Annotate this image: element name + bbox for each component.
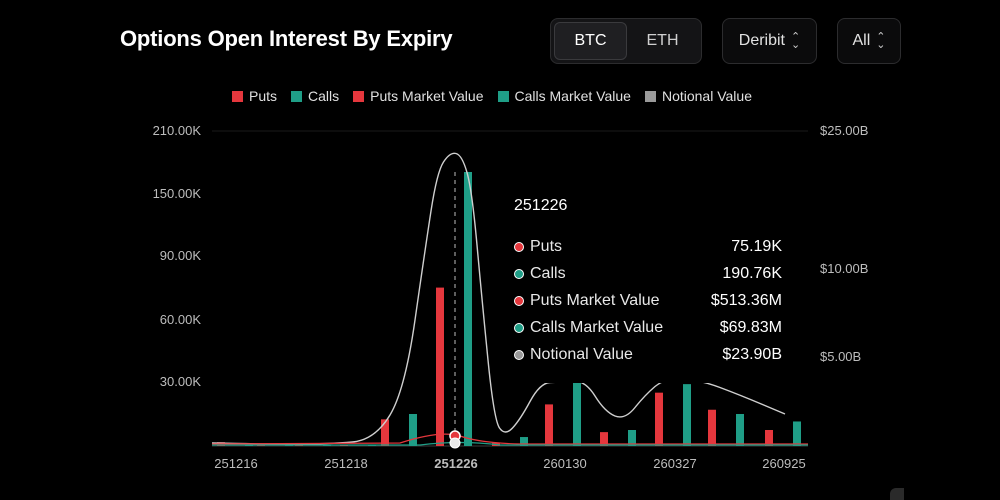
y-left-tick-label: 30.00K xyxy=(160,374,202,389)
calls-bar xyxy=(793,421,801,446)
puts-bar xyxy=(600,432,608,446)
y-right-tick-label: $10.00B xyxy=(820,261,868,276)
chart-tooltip: 251226 Puts 75.19K Calls 190.76K Puts Ma… xyxy=(500,183,796,383)
tooltip-row-puts: Puts 75.19K xyxy=(514,233,782,260)
legend-swatch-puts xyxy=(232,90,243,102)
tooltip-row-calls: Calls 190.76K xyxy=(514,260,782,287)
asset-segmented-control: BTC ETH xyxy=(550,18,702,64)
legend-swatch-puts-market-value xyxy=(353,90,365,102)
legend-item-notional-value[interactable]: Notional Value xyxy=(644,88,752,104)
tooltip-label: Calls Market Value xyxy=(530,318,664,336)
calls-bar xyxy=(464,172,472,446)
x-tick-label: 260130 xyxy=(543,456,586,471)
hover-point-notional xyxy=(449,437,461,449)
legend-label: Notional Value xyxy=(661,88,752,104)
legend-label: Calls Market Value xyxy=(514,88,631,104)
calls-bar xyxy=(736,414,744,446)
x-tick-label: 260925 xyxy=(762,456,805,471)
tooltip-value: $513.36M xyxy=(710,291,782,309)
legend-label: Puts xyxy=(249,88,278,104)
y-right-tick-label: $5.00B xyxy=(820,349,861,364)
legend-item-calls[interactable]: Calls xyxy=(291,88,339,104)
tooltip-value: $69.83M xyxy=(719,318,782,336)
puts-bar xyxy=(381,419,389,446)
legend-item-puts-market-value[interactable]: Puts Market Value xyxy=(353,88,484,104)
puts-bar xyxy=(436,287,444,446)
y-left-tick-label: 210.00K xyxy=(153,123,202,138)
calls-bar xyxy=(409,414,417,446)
puts-bar xyxy=(295,445,303,446)
tab-eth[interactable]: ETH xyxy=(646,32,679,49)
expiry-filter-select[interactable]: All ⌃ ⌄ xyxy=(837,18,901,64)
tooltip-value: 75.19K xyxy=(731,237,782,255)
puts-market-value-dot-icon xyxy=(514,295,524,306)
tooltip-row-calls-market-value: Calls Market Value $69.83M xyxy=(514,314,782,341)
y-right-tick-label: $25.00B xyxy=(820,123,868,138)
tooltip-row-notional-value: Notional Value $23.90B xyxy=(514,341,782,368)
resize-handle[interactable] xyxy=(890,488,904,500)
y-left-tick-label: 150.00K xyxy=(153,186,202,201)
puts-market-value-line xyxy=(211,433,808,445)
puts-bar xyxy=(765,430,773,446)
calls-bar xyxy=(520,437,528,446)
chevron-up-down-icon: ⌃ ⌄ xyxy=(791,31,801,51)
x-tick-label: 260327 xyxy=(653,456,696,471)
tooltip-value: 190.76K xyxy=(722,264,782,282)
calls-bar xyxy=(628,430,636,446)
puts-dot-icon xyxy=(514,241,524,252)
exchange-select[interactable]: Deribit ⌃ ⌄ xyxy=(722,18,817,64)
puts-bar xyxy=(708,409,716,446)
calls-bar xyxy=(683,384,691,446)
y-left-tick-label: 90.00K xyxy=(160,248,202,263)
x-tick-label: 251226 xyxy=(434,456,477,471)
chevron-up-down-icon: ⌃ ⌄ xyxy=(876,31,886,51)
legend-label: Puts Market Value xyxy=(370,88,484,104)
tooltip-row-puts-market-value: Puts Market Value $513.36M xyxy=(514,287,782,314)
legend-item-calls-market-value[interactable]: Calls Market Value xyxy=(497,88,631,104)
x-tick-label: 251218 xyxy=(324,456,367,471)
tooltip-label: Calls xyxy=(530,264,566,282)
page-title: Options Open Interest By Expiry xyxy=(120,26,453,51)
legend-swatch-calls-market-value xyxy=(497,90,509,102)
legend-item-puts[interactable]: Puts xyxy=(232,88,277,104)
puts-bar xyxy=(545,404,553,446)
chart-legend: Puts Calls Puts Market Value Calls Marke… xyxy=(232,88,752,104)
puts-bar xyxy=(655,392,663,446)
tab-btc[interactable]: BTC xyxy=(554,22,627,60)
tooltip-label: Puts xyxy=(530,237,563,255)
tooltip-label: Notional Value xyxy=(530,345,633,363)
tooltip-title: 251226 xyxy=(514,197,568,214)
puts-bar xyxy=(340,445,348,446)
y-left-tick-label: 60.00K xyxy=(160,312,202,327)
legend-swatch-calls xyxy=(291,90,303,102)
tooltip-label: Puts Market Value xyxy=(530,291,660,309)
x-tick-label: 251216 xyxy=(214,456,257,471)
notional-value-line xyxy=(211,152,786,445)
notional-value-dot-icon xyxy=(514,349,524,360)
legend-label: Calls xyxy=(308,88,340,104)
tooltip-value: $23.90B xyxy=(722,345,782,363)
expiry-filter-value: All xyxy=(852,32,871,49)
legend-swatch-notional-value xyxy=(644,90,656,102)
calls-market-value-dot-icon xyxy=(514,322,524,333)
exchange-select-value: Deribit xyxy=(738,32,785,49)
calls-dot-icon xyxy=(514,268,524,279)
calls-bar xyxy=(573,382,581,446)
